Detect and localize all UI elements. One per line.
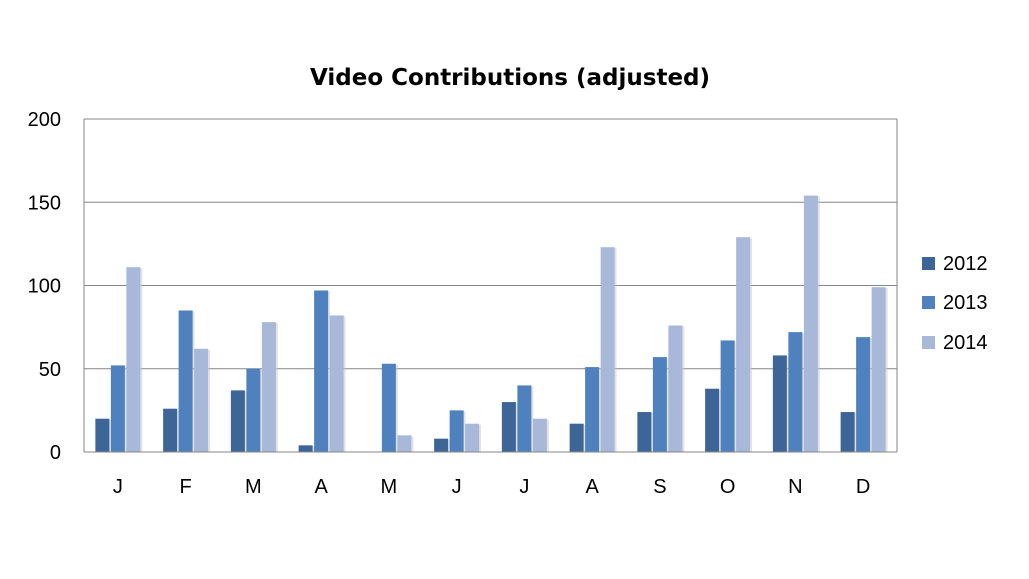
bar-2014-10	[803, 195, 820, 452]
bar-2013-5	[449, 410, 466, 452]
bar-2013-4	[381, 363, 398, 452]
bar-2012-6	[501, 402, 518, 452]
legend-item-2013: 2013	[922, 292, 988, 314]
y-tick-label: 200	[28, 109, 61, 131]
x-tick-label: D	[856, 476, 870, 498]
legend-swatch	[922, 296, 935, 309]
legend-swatch	[922, 257, 935, 270]
bar-2014-9	[736, 237, 753, 452]
bar-2013-10	[788, 332, 805, 452]
bar-2014-5	[465, 423, 482, 452]
x-tick-label: O	[720, 476, 736, 498]
bar-2014-11	[871, 287, 888, 452]
bar-2014-6	[532, 418, 549, 452]
bar-2012-3	[298, 445, 315, 452]
bar-2012-0	[95, 418, 112, 452]
y-tick-label: 150	[28, 192, 61, 214]
bar-2012-7	[569, 423, 586, 452]
bar-2012-1	[163, 408, 180, 452]
x-tick-label: A	[585, 476, 599, 498]
bar-2014-7	[600, 247, 617, 452]
bar-2013-11	[856, 337, 873, 452]
bars	[95, 195, 888, 452]
bar-2013-2	[246, 368, 263, 452]
bar-2012-10	[772, 355, 789, 452]
y-tick-label: 50	[39, 359, 61, 381]
x-tick-label: J	[113, 476, 123, 498]
bar-2013-1	[178, 310, 195, 452]
x-tick-label: J	[452, 476, 462, 498]
bar-2013-9	[720, 340, 737, 452]
x-tick-label: M	[381, 476, 398, 498]
bar-2013-0	[110, 365, 127, 452]
bar-2013-3	[314, 290, 331, 452]
x-tick-label: A	[314, 476, 328, 498]
legend-swatch	[922, 336, 935, 349]
bar-2013-6	[517, 385, 534, 452]
legend-label: 2014	[943, 332, 988, 354]
bar-2014-0	[126, 267, 143, 452]
bar-2014-8	[668, 325, 685, 452]
bar-2014-2	[261, 322, 278, 452]
x-tick-label: J	[519, 476, 529, 498]
legend-item-2012: 2012	[922, 253, 988, 275]
bar-2014-4	[397, 435, 414, 452]
x-tick-label: N	[788, 476, 802, 498]
x-tick-label: M	[245, 476, 262, 498]
y-tick-label: 0	[50, 442, 61, 464]
bar-2014-3	[329, 315, 346, 452]
bar-2014-1	[194, 348, 211, 452]
x-tick-label: S	[653, 476, 666, 498]
x-tick-label: F	[180, 476, 192, 498]
bar-2012-2	[230, 390, 247, 452]
bar-2012-9	[705, 388, 722, 452]
bar-2012-5	[434, 438, 451, 452]
bar-2013-7	[585, 367, 602, 452]
bar-2012-11	[840, 412, 857, 452]
bar-2013-8	[652, 357, 669, 452]
chart-title: Video Contributions (adjusted)	[310, 65, 710, 91]
legend-item-2014: 2014	[922, 332, 988, 354]
y-tick-label: 100	[28, 276, 61, 298]
axes: 0 50 100 150 200 J F M A M J J A S O N D	[28, 109, 898, 498]
legend: 2012 2013 2014	[922, 253, 988, 354]
legend-label: 2013	[943, 292, 988, 314]
bar-2012-8	[637, 412, 654, 452]
legend-label: 2012	[943, 253, 988, 275]
